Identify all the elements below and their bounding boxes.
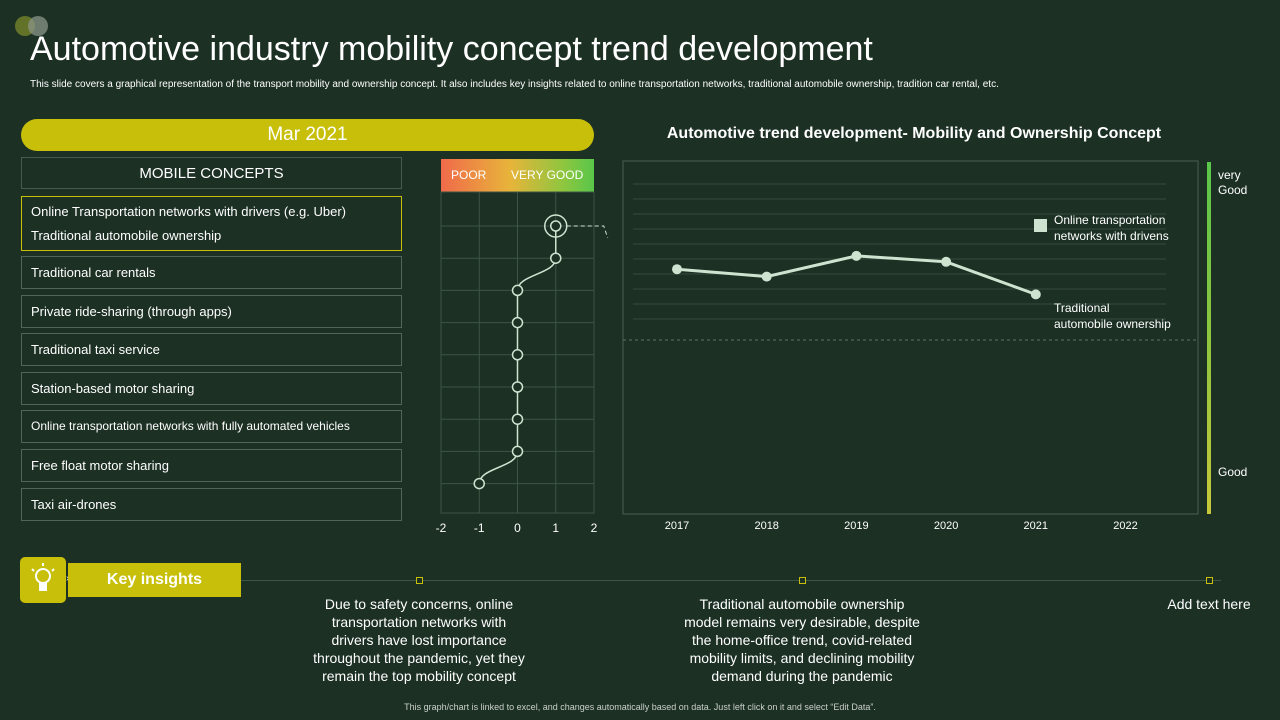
- concept-box-highlighted: Online Transportation networks with driv…: [21, 196, 402, 251]
- trend-point: [672, 264, 682, 275]
- insight-text-1: Due to safety concerns, online transport…: [289, 595, 549, 685]
- scale-top-label: very Good: [1218, 168, 1248, 197]
- rating-x-tick-label: -2: [436, 521, 447, 535]
- rating-x-tick-label: 1: [552, 521, 559, 535]
- concept-box: Free float motor sharing: [21, 449, 402, 482]
- trend-point: [941, 256, 952, 267]
- rating-point: [473, 477, 485, 490]
- trend-x-tick-label: 2020: [934, 520, 958, 532]
- date-banner: Mar 2021: [21, 119, 594, 151]
- trend-x-tick-label: 2018: [754, 520, 778, 532]
- trend-chart: 2017 2018 2019 2020 2021 2022: [622, 160, 1199, 532]
- lightbulb-icon: [20, 557, 66, 603]
- footer-note: This graph/chart is linked to excel, and…: [404, 702, 876, 712]
- annotation-line: Traditional: [1054, 301, 1110, 315]
- trend-x-tick-label: 2021: [1024, 520, 1048, 532]
- rating-point: [550, 252, 562, 264]
- mobile-concepts-header: MOBILE CONCEPTS: [21, 157, 402, 189]
- insight-text-2: Traditional automobile ownership model r…: [662, 595, 942, 685]
- timeline-node: [1206, 577, 1213, 584]
- insight-line: Traditional automobile ownership: [699, 596, 905, 612]
- concept-box: Online transportation networks with full…: [21, 410, 402, 443]
- rating-point: [511, 284, 524, 297]
- point-annotation: Traditional automobile ownership: [1054, 300, 1171, 332]
- concept-box: Traditional car rentals: [21, 256, 402, 289]
- legend-series-label: Online transportation networks with driv…: [1054, 212, 1169, 244]
- concept-box: Traditional taxi service: [21, 333, 402, 366]
- insight-line[interactable]: Add text here: [1167, 596, 1251, 612]
- concept-label: Traditional taxi service: [31, 342, 160, 357]
- trend-x-tick-label: 2022: [1113, 520, 1137, 532]
- concept-box: Private ride-sharing (through apps): [21, 295, 402, 328]
- trend-point: [1030, 289, 1041, 300]
- insight-text-3[interactable]: Add text here: [1140, 595, 1278, 613]
- rating-point: [511, 381, 524, 393]
- key-insights-label: Key insights: [68, 563, 241, 597]
- insight-line: demand during the pandemic: [711, 668, 893, 684]
- insight-line: drivers have lost importance: [331, 632, 507, 648]
- rating-x-tick-label: 0: [514, 521, 521, 535]
- timeline-node: [799, 577, 806, 584]
- insight-line: the home-office trend, covid-related: [692, 632, 912, 648]
- rating-point: [511, 349, 524, 361]
- rating-scale-header: POOR VERY GOOD: [441, 159, 594, 192]
- rating-point: [511, 316, 524, 329]
- highlight-connector: [566, 225, 609, 239]
- slide-title: Automotive industry mobility concept tre…: [30, 30, 873, 68]
- rating-x-tick-label: -1: [474, 521, 485, 535]
- trend-series-line: [676, 254, 1037, 296]
- chevron-right-icon: ›: [66, 573, 69, 584]
- rating-point: [511, 445, 524, 458]
- trend-point: [851, 250, 862, 261]
- concept-label: Taxi air-drones: [31, 497, 117, 512]
- rating-very-good-label: VERY GOOD: [511, 168, 584, 182]
- scale-gradient-bar: [1207, 162, 1211, 514]
- concept-box: Station-based motor sharing: [21, 372, 402, 405]
- rating-poor-label: POOR: [451, 168, 487, 182]
- insight-line: remain the top mobility concept: [322, 668, 516, 684]
- insight-line: model remains very desirable, despite: [684, 614, 920, 630]
- timeline-node: [416, 577, 423, 584]
- insight-line: mobility limits, and declining mobility: [689, 650, 915, 666]
- slide-subtitle: This slide covers a graphical representa…: [30, 79, 999, 90]
- rating-chart: -2 -1 0 1 2: [436, 191, 609, 535]
- concept-label: Online Transportation networks with driv…: [31, 204, 347, 219]
- logo-circle-right: [28, 16, 48, 36]
- trend-x-tick-label: 2019: [844, 520, 868, 532]
- concept-label: Online transportation networks with full…: [31, 419, 350, 433]
- legend-line: networks with drivens: [1054, 229, 1169, 243]
- concept-label: Traditional car rentals: [31, 265, 156, 280]
- concept-box: Taxi air-drones: [21, 488, 402, 521]
- legend-swatch: [1034, 219, 1047, 232]
- rating-point: [550, 220, 562, 232]
- trend-x-tick-label: 2017: [665, 520, 689, 532]
- trend-point: [761, 271, 772, 282]
- insight-line: throughout the pandemic, yet they: [313, 650, 525, 666]
- trend-plot-frame: [622, 160, 1199, 515]
- insight-line: transportation networks with: [331, 614, 507, 630]
- rating-point: [511, 413, 524, 425]
- rating-x-tick-label: 2: [591, 521, 598, 535]
- trend-chart-title: Automotive trend development- Mobility a…: [666, 125, 1162, 142]
- concept-label: Free float motor sharing: [31, 458, 170, 473]
- scale-bottom-label: Good: [1218, 465, 1248, 479]
- insight-line: Due to safety concerns, online: [324, 596, 514, 612]
- legend-line: Online transportation: [1054, 213, 1166, 227]
- concept-label: Traditional automobile ownership: [31, 228, 222, 243]
- insights-timeline: [241, 580, 1221, 581]
- concept-label: Station-based motor sharing: [31, 381, 195, 396]
- annotation-line: automobile ownership: [1054, 317, 1171, 331]
- concept-label: Private ride-sharing (through apps): [31, 304, 232, 319]
